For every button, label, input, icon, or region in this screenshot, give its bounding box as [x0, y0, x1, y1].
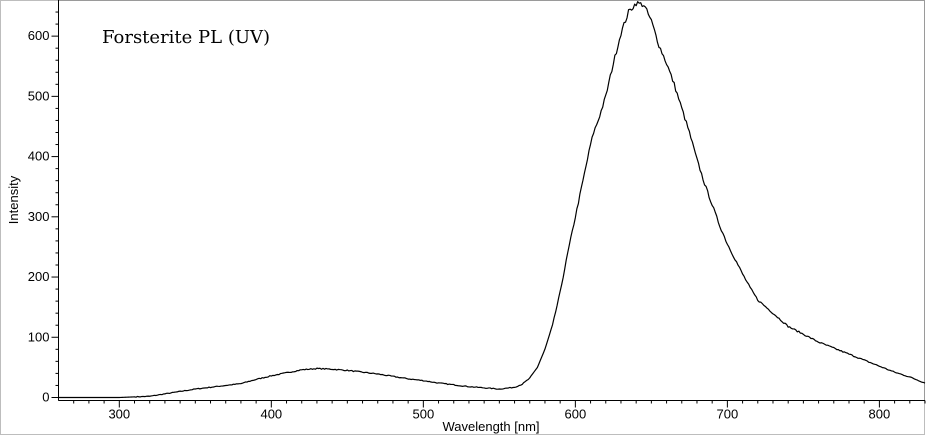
plot-area: [58, 0, 925, 401]
x-minor-ticks: [73, 400, 926, 404]
x-axis-label: Wavelength [nm]: [442, 419, 539, 434]
series-line: [58, 1, 926, 399]
y-tick-label: 0: [42, 389, 49, 404]
y-tick-label: 300: [28, 209, 50, 224]
x-ticks: 300 400 500 600 700 800: [108, 400, 891, 422]
y-tick-label: 200: [28, 269, 50, 284]
y-ticks: 0 100 200 300 400 500 600: [28, 28, 59, 404]
x-tick-label: 500: [412, 407, 434, 422]
x-tick-label: 700: [717, 407, 739, 422]
y-tick-label: 100: [28, 329, 50, 344]
x-tick-label: 400: [260, 407, 282, 422]
y-minor-ticks: [55, 11, 59, 386]
y-axis-label: Intensity: [6, 175, 21, 224]
y-tick-label: 500: [28, 88, 50, 103]
y-tick-label: 400: [28, 149, 50, 164]
x-tick-label: 800: [869, 407, 891, 422]
x-tick-label: 600: [565, 407, 587, 422]
y-tick-label: 600: [28, 28, 50, 43]
x-tick-label: 300: [108, 407, 130, 422]
chart-title: Forsterite PL (UV): [102, 27, 270, 48]
